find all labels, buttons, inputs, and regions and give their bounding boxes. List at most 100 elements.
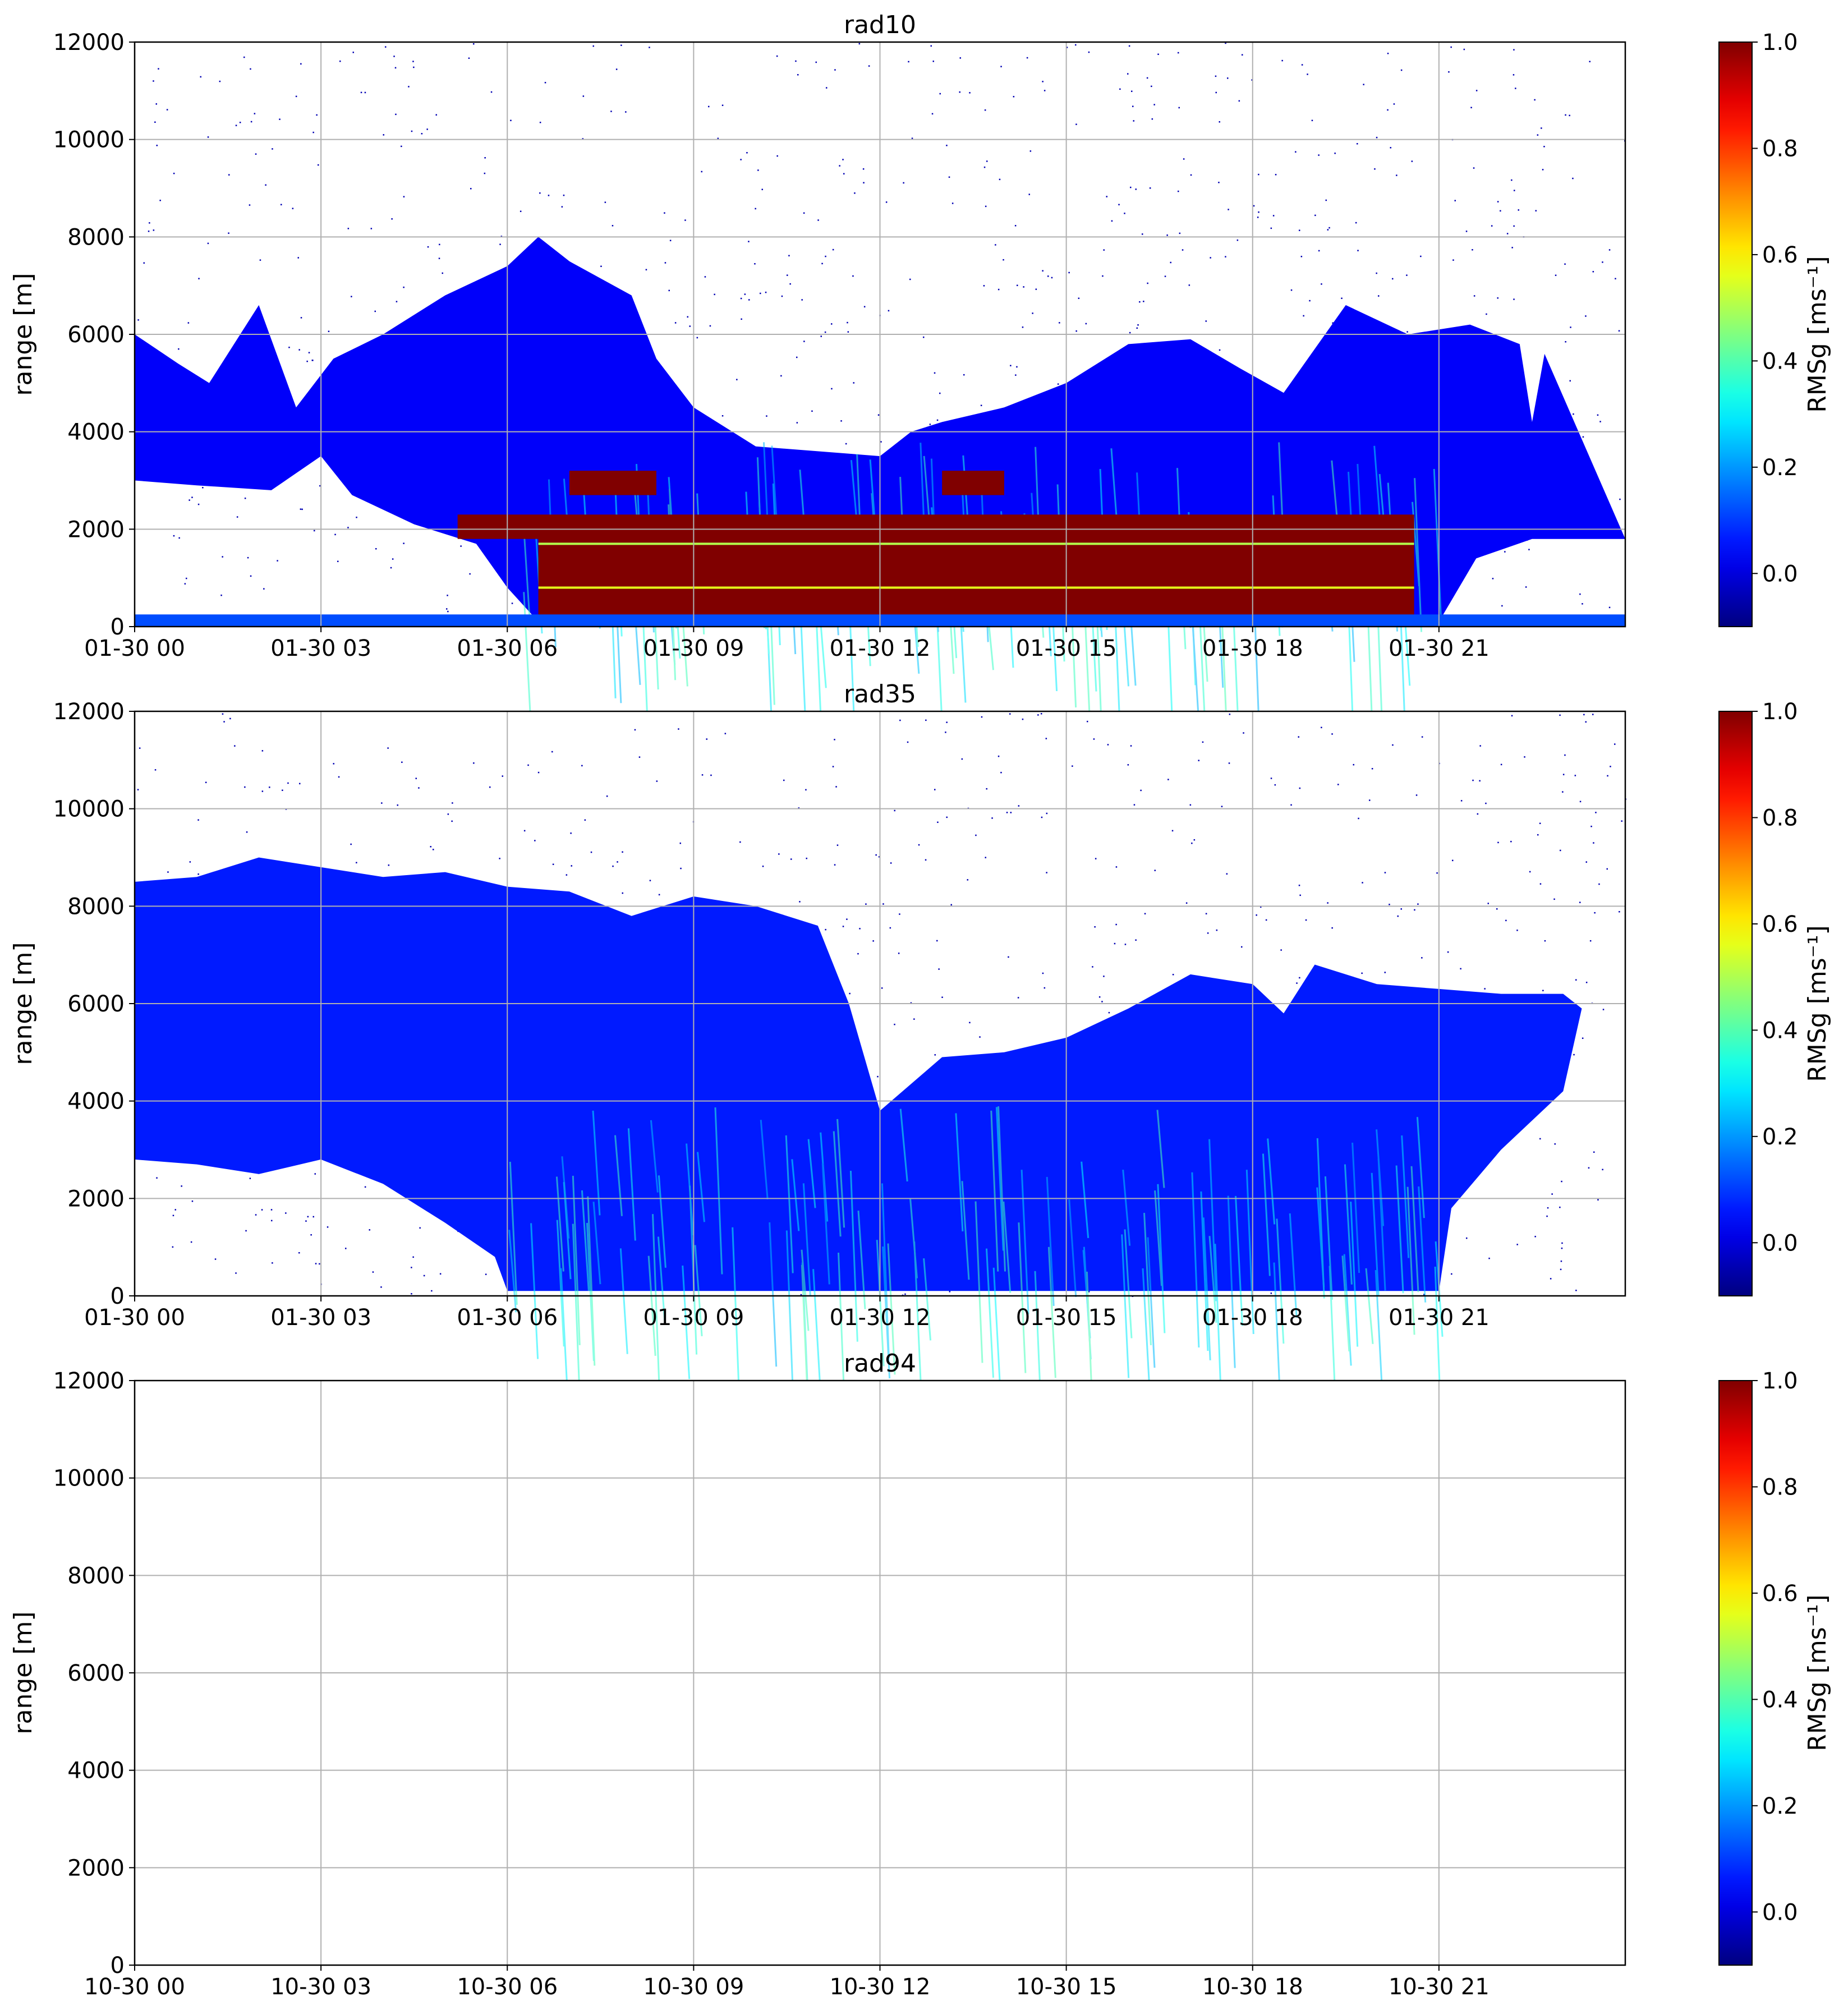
noise-point: [1529, 871, 1531, 873]
echo-streak: [807, 1139, 816, 1208]
noise-point: [1103, 976, 1105, 977]
noise-point: [890, 862, 892, 864]
noise-point: [986, 160, 988, 162]
echo-streak: [657, 1236, 666, 1325]
noise-point: [1593, 1151, 1595, 1153]
noise-point: [1510, 840, 1512, 843]
noise-point: [159, 200, 161, 201]
noise-point: [1018, 805, 1020, 807]
noise-point: [615, 68, 618, 70]
y-tick-label: 12000: [53, 30, 125, 56]
noise-point: [645, 269, 647, 270]
noise-point: [1573, 413, 1574, 415]
noise-point: [1106, 196, 1107, 197]
noise-point: [1543, 146, 1545, 148]
noise-point: [380, 1286, 382, 1288]
noise-point: [1017, 997, 1019, 999]
x-tick-label: 01-30 09: [643, 636, 744, 661]
noise-point: [265, 184, 266, 186]
noise-point: [489, 786, 491, 788]
y-tick-label: 4000: [67, 1089, 125, 1115]
noise-point: [1085, 323, 1087, 325]
noise-point: [622, 851, 623, 853]
echo-streak: [1200, 1191, 1209, 1351]
noise-point: [156, 1177, 158, 1179]
noise-point: [288, 347, 290, 348]
noise-point: [1384, 972, 1386, 973]
noise-point: [1318, 154, 1320, 156]
noise-point: [590, 851, 592, 853]
noise-point: [1124, 944, 1127, 945]
noise-point: [1585, 721, 1587, 723]
noise-point: [1376, 272, 1377, 274]
noise-point: [272, 1262, 273, 1264]
echo-streak: [572, 1175, 581, 1345]
noise-point: [937, 821, 939, 823]
echo-streak: [1227, 1195, 1236, 1368]
noise-point: [714, 293, 715, 296]
noise-point: [1475, 90, 1478, 91]
noise-point: [980, 404, 982, 406]
noise-point: [1414, 909, 1415, 911]
y-tick-label: 6000: [67, 322, 125, 348]
noise-point: [1325, 199, 1327, 201]
noise-point: [1525, 586, 1527, 588]
noise-point: [741, 318, 742, 320]
noise-point: [314, 530, 315, 532]
noise-point: [1473, 295, 1475, 297]
noise-point: [815, 61, 817, 63]
noise-point: [1037, 714, 1039, 716]
noise-point: [649, 47, 650, 48]
noise-point: [1384, 872, 1386, 873]
noise-point: [426, 128, 428, 130]
noise-point: [842, 926, 844, 927]
noise-point: [934, 372, 936, 374]
noise-point: [285, 1212, 287, 1214]
noise-point: [334, 533, 336, 536]
noise-point: [875, 854, 877, 856]
noise-point: [391, 218, 393, 220]
echo-streak: [785, 1135, 794, 1273]
noise-point: [1553, 898, 1555, 900]
noise-point: [1035, 288, 1037, 290]
noise-point: [1592, 271, 1594, 273]
noise-point: [1290, 804, 1292, 806]
noise-point: [1327, 229, 1329, 231]
x-tick-label: 01-30 15: [1016, 636, 1117, 661]
x-tick-label: 10-30 12: [830, 1974, 931, 2000]
noise-point: [668, 289, 670, 292]
noise-point: [1041, 816, 1043, 818]
echo-streaks: [508, 1106, 1444, 1445]
noise-point: [269, 786, 270, 788]
noise-point: [847, 331, 849, 333]
noise-point: [181, 1185, 182, 1187]
noise-point: [1010, 365, 1012, 366]
noise-point: [1299, 894, 1301, 896]
noise-point: [166, 109, 168, 111]
noise-point: [1561, 1247, 1563, 1249]
noise-point: [984, 109, 986, 111]
noise-point: [277, 560, 278, 562]
y-tick-label: 2000: [67, 517, 125, 542]
noise-point: [946, 816, 948, 818]
noise-point: [755, 208, 756, 210]
noise-point: [778, 853, 780, 855]
colorbar-tick-label: 0.6: [1762, 912, 1798, 937]
noise-point: [1583, 714, 1585, 716]
echo-streak: [572, 1224, 581, 1396]
noise-point: [243, 56, 245, 58]
noise-point: [401, 145, 402, 148]
noise-point: [721, 104, 724, 106]
echo-streak: [1018, 1222, 1027, 1373]
noise-point: [1190, 174, 1192, 176]
noise-point: [298, 349, 300, 351]
noise-point: [137, 789, 139, 790]
noise-point: [620, 44, 622, 46]
noise-point: [995, 244, 996, 246]
noise-point: [551, 751, 553, 753]
noise-point: [1374, 168, 1376, 170]
noise-point: [1513, 74, 1515, 76]
noise-point: [1311, 119, 1313, 121]
noise-point: [1151, 118, 1153, 120]
